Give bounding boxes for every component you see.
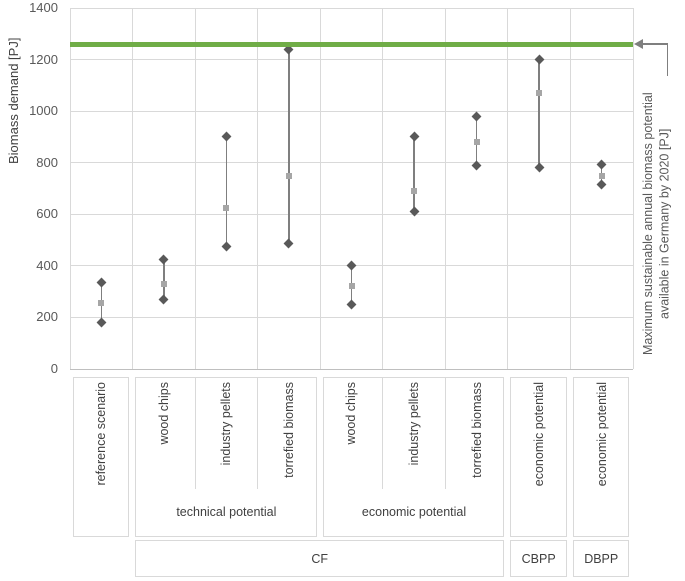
y-axis-tick-label: 1400 [29, 0, 58, 15]
gridline-horizontal [70, 59, 633, 61]
range-endpoint-marker [221, 241, 232, 252]
arrow-connector-vertical [666, 44, 669, 76]
range-endpoint-marker [534, 162, 545, 173]
category-label: reference scenario [70, 382, 133, 532]
bottom-tier-box: CF [135, 540, 505, 577]
group-column-divider [194, 377, 196, 489]
y-axis-tick-label: 200 [36, 309, 58, 325]
category-label-text: economic potential [532, 382, 547, 487]
group-cell-box [322, 377, 505, 537]
range-endpoint-marker [596, 159, 607, 169]
mid-value-marker [536, 90, 543, 97]
gridline-vertical [132, 8, 134, 369]
category-label: torrefied biomass [258, 382, 321, 532]
gridline-vertical [319, 8, 321, 369]
category-label-text: industry pellets [219, 382, 234, 466]
range-connector-line [288, 49, 290, 244]
category-label: wood chips [133, 382, 196, 532]
gridline-horizontal [70, 7, 633, 9]
gridline-horizontal [70, 213, 633, 215]
gridline-vertical [194, 8, 196, 369]
category-label: industry pellets [195, 382, 258, 532]
range-endpoint-marker [221, 131, 232, 142]
mid-value-marker [348, 283, 355, 290]
gridline-vertical [444, 8, 446, 369]
range-endpoint-marker [534, 54, 545, 65]
category-label: industry pellets [383, 382, 446, 532]
bottom-tier-box: DBPP [572, 540, 630, 577]
range-endpoint-marker [346, 299, 357, 310]
range-endpoint-marker [96, 277, 107, 288]
range-connector-line [538, 59, 540, 168]
range-endpoint-marker [409, 206, 419, 217]
gridline-vertical [257, 8, 259, 369]
mid-value-marker [223, 204, 230, 211]
gridline-vertical [382, 8, 384, 369]
range-endpoint-marker [409, 131, 419, 142]
category-label: torrefied biomass [445, 382, 508, 532]
mid-value-marker [473, 139, 480, 146]
group-column-divider [382, 377, 384, 489]
range-endpoint-marker [283, 238, 294, 249]
gridline-horizontal [70, 110, 633, 112]
mid-value-marker [98, 300, 105, 307]
gridline-horizontal [70, 368, 633, 370]
annotation-line-1: Maximum sustainable annual biomass poten… [641, 92, 655, 356]
gridline-horizontal [70, 316, 633, 318]
group-column-divider [444, 377, 446, 489]
category-label-text: torrefied biomass [281, 382, 296, 478]
category-label-text: wood chips [344, 382, 359, 445]
mid-value-marker [411, 188, 418, 195]
group-column-divider [257, 377, 259, 489]
range-connector-line [163, 259, 165, 300]
reference-line-annotation: Maximum sustainable annual biomass poten… [640, 78, 673, 370]
group-cell-box [135, 377, 317, 537]
y-axis-tick-label: 1000 [29, 103, 58, 119]
category-cell-box [510, 377, 567, 537]
range-endpoint-marker [596, 179, 607, 190]
category-label: economic potential [570, 382, 633, 532]
category-label-text: torrefied biomass [469, 382, 484, 478]
max-biomass-reference-line [70, 41, 633, 47]
arrow-left-icon [634, 38, 643, 49]
group-label: economic potential [361, 505, 467, 519]
category-label-text: reference scenario [94, 382, 109, 486]
range-endpoint-marker [158, 254, 169, 265]
range-connector-line [225, 136, 228, 247]
range-endpoint-marker [471, 111, 482, 122]
y-axis-tick-label: 800 [36, 154, 58, 170]
gridline-vertical [69, 8, 71, 369]
y-axis-tick-label: 600 [36, 206, 58, 222]
range-endpoint-marker [96, 317, 107, 328]
gridline-vertical [632, 8, 634, 369]
annotation-line-2: available in Germany by 2020 [PJ] [657, 128, 672, 320]
y-axis-tick-label: 1200 [29, 51, 58, 67]
category-cell-box [572, 377, 630, 537]
category-cell-box [72, 377, 130, 537]
group-label: technical potential [176, 505, 277, 519]
gridline-vertical [507, 8, 509, 369]
y-axis-tick-label: 400 [36, 257, 58, 273]
category-label-text: economic potential [594, 382, 609, 487]
range-endpoint-marker [346, 260, 357, 271]
bottom-tier-box: CBPP [510, 540, 567, 577]
y-axis-tick-label: 0 [50, 361, 58, 376]
mid-value-marker [598, 172, 605, 179]
category-label-text: industry pellets [407, 382, 422, 466]
mid-value-marker [160, 280, 167, 287]
mid-value-marker [285, 172, 292, 179]
range-connector-line [413, 136, 415, 212]
arrow-connector-horizontal [642, 43, 668, 45]
range-endpoint-marker [158, 294, 169, 305]
category-label: economic potential [508, 382, 571, 532]
gridline-vertical [569, 8, 571, 369]
category-label-text: wood chips [156, 382, 171, 445]
gridline-horizontal [70, 162, 633, 164]
category-label: wood chips [320, 382, 383, 532]
